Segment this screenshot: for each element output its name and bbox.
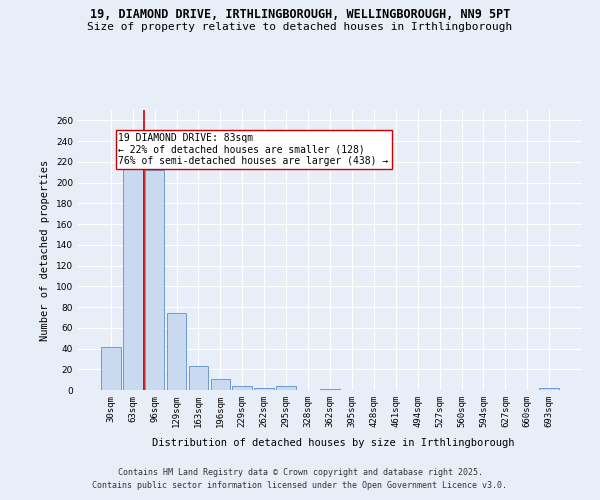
Text: Size of property relative to detached houses in Irthlingborough: Size of property relative to detached ho…	[88, 22, 512, 32]
Bar	[188, 366, 208, 390]
Text: Distribution of detached houses by size in Irthlingborough: Distribution of detached houses by size …	[152, 438, 514, 448]
Bar	[167, 314, 187, 390]
Text: Contains HM Land Registry data © Crown copyright and database right 2025.: Contains HM Land Registry data © Crown c…	[118, 468, 482, 477]
Bar	[254, 388, 274, 390]
Bar	[101, 348, 121, 390]
Bar	[276, 386, 296, 390]
Bar	[320, 389, 340, 390]
Text: Contains public sector information licensed under the Open Government Licence v3: Contains public sector information licen…	[92, 482, 508, 490]
Y-axis label: Number of detached properties: Number of detached properties	[40, 160, 50, 340]
Text: 19, DIAMOND DRIVE, IRTHLINGBOROUGH, WELLINGBOROUGH, NN9 5PT: 19, DIAMOND DRIVE, IRTHLINGBOROUGH, WELL…	[90, 8, 510, 20]
Bar	[539, 388, 559, 390]
Text: 19 DIAMOND DRIVE: 83sqm
← 22% of detached houses are smaller (128)
76% of semi-d: 19 DIAMOND DRIVE: 83sqm ← 22% of detache…	[118, 133, 389, 166]
Bar	[145, 170, 164, 390]
Bar	[232, 386, 252, 390]
Bar	[211, 378, 230, 390]
Bar	[123, 166, 143, 390]
